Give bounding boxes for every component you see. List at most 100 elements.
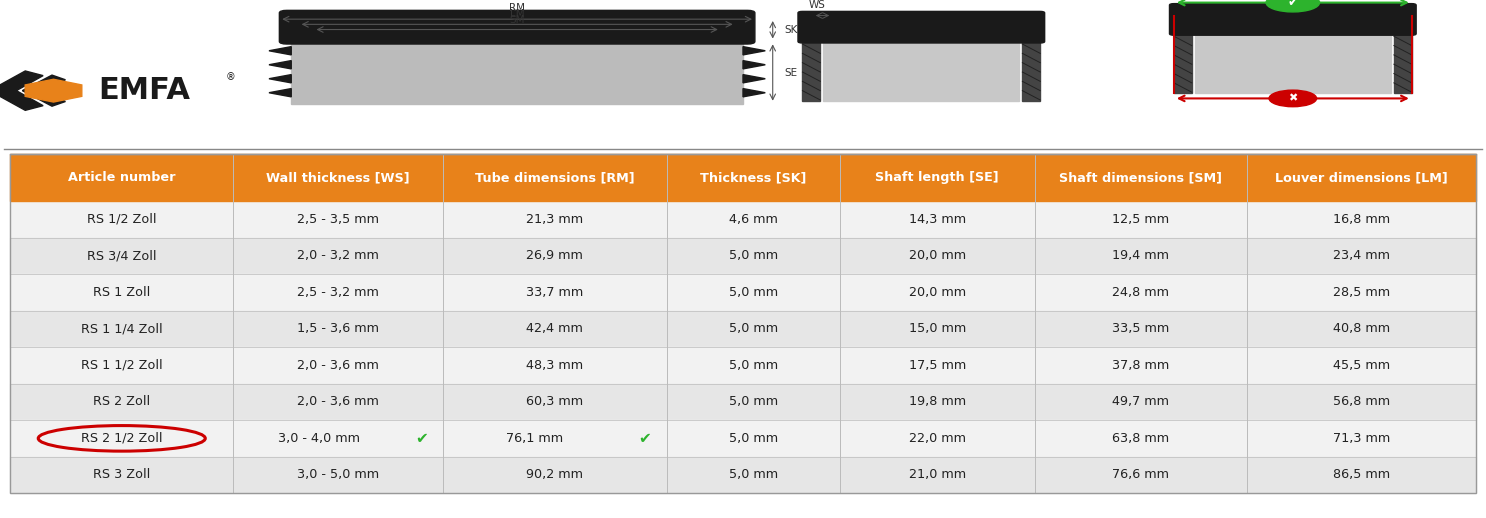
Text: 2,0 - 3,6 mm: 2,0 - 3,6 mm xyxy=(297,359,379,372)
Text: SE: SE xyxy=(785,67,798,78)
Polygon shape xyxy=(22,75,65,106)
Text: EMFA: EMFA xyxy=(98,76,190,105)
Bar xyxy=(1174,5,1192,93)
Polygon shape xyxy=(25,79,82,102)
Text: 71,3 mm: 71,3 mm xyxy=(1333,432,1389,445)
Text: RS 1/2 Zoll: RS 1/2 Zoll xyxy=(88,213,156,226)
Text: 5,0 mm: 5,0 mm xyxy=(728,249,777,262)
Bar xyxy=(10,383,1476,420)
Bar xyxy=(10,420,1476,457)
Text: Shaft length [SE]: Shaft length [SE] xyxy=(875,171,999,184)
Text: RS 3/4 Zoll: RS 3/4 Zoll xyxy=(88,249,156,262)
Text: 28,5 mm: 28,5 mm xyxy=(1333,286,1389,299)
Text: 5,0 mm: 5,0 mm xyxy=(728,395,777,408)
Text: 45,5 mm: 45,5 mm xyxy=(1333,359,1389,372)
FancyBboxPatch shape xyxy=(1169,4,1416,35)
Text: 49,7 mm: 49,7 mm xyxy=(1113,395,1169,408)
FancyBboxPatch shape xyxy=(798,11,1045,43)
Text: 5,0 mm: 5,0 mm xyxy=(728,468,777,481)
Text: 15,0 mm: 15,0 mm xyxy=(908,322,966,335)
Text: 21,0 mm: 21,0 mm xyxy=(908,468,966,481)
Text: 76,1 mm: 76,1 mm xyxy=(507,432,563,445)
Text: 2,5 - 3,2 mm: 2,5 - 3,2 mm xyxy=(297,286,379,299)
Text: 16,8 mm: 16,8 mm xyxy=(1333,213,1389,226)
Bar xyxy=(10,274,1476,311)
Polygon shape xyxy=(269,75,291,83)
Text: 63,8 mm: 63,8 mm xyxy=(1112,432,1169,445)
FancyBboxPatch shape xyxy=(279,10,755,44)
Polygon shape xyxy=(743,47,765,55)
Text: 40,8 mm: 40,8 mm xyxy=(1333,322,1389,335)
Text: 19,8 mm: 19,8 mm xyxy=(908,395,966,408)
Text: 3,0 - 5,0 mm: 3,0 - 5,0 mm xyxy=(297,468,379,481)
Text: ✔: ✔ xyxy=(415,431,428,446)
Bar xyxy=(802,13,820,101)
Text: 76,6 mm: 76,6 mm xyxy=(1113,468,1169,481)
Text: RS 1 Zoll: RS 1 Zoll xyxy=(94,286,150,299)
Bar xyxy=(10,237,1476,274)
Text: 21,3 mm: 21,3 mm xyxy=(526,213,584,226)
Text: 23,4 mm: 23,4 mm xyxy=(1333,249,1389,262)
Bar xyxy=(1195,34,1391,93)
Text: 1,5 - 3,6 mm: 1,5 - 3,6 mm xyxy=(297,322,379,335)
Polygon shape xyxy=(0,71,43,110)
Text: ✔: ✔ xyxy=(637,431,651,446)
Text: 2,5 - 3,5 mm: 2,5 - 3,5 mm xyxy=(297,213,379,226)
Text: RS 1 1/4 Zoll: RS 1 1/4 Zoll xyxy=(80,322,162,335)
Text: 33,5 mm: 33,5 mm xyxy=(1112,322,1169,335)
Text: 4,6 mm: 4,6 mm xyxy=(728,213,777,226)
Text: Tube dimensions [RM]: Tube dimensions [RM] xyxy=(476,171,635,184)
Text: ✔: ✔ xyxy=(1287,0,1299,9)
Bar xyxy=(10,457,1476,493)
Bar xyxy=(10,154,1476,201)
Polygon shape xyxy=(743,61,765,69)
Text: 60,3 mm: 60,3 mm xyxy=(526,395,584,408)
Text: ®: ® xyxy=(226,71,236,82)
Bar xyxy=(10,347,1476,383)
Text: 56,8 mm: 56,8 mm xyxy=(1333,395,1389,408)
Text: Shaft dimensions [SM]: Shaft dimensions [SM] xyxy=(1060,171,1223,184)
Polygon shape xyxy=(269,89,291,97)
Bar xyxy=(10,310,1476,347)
Text: ✖: ✖ xyxy=(1288,93,1297,104)
Text: 86,5 mm: 86,5 mm xyxy=(1333,468,1389,481)
Text: 2,0 - 3,2 mm: 2,0 - 3,2 mm xyxy=(297,249,379,262)
Text: 26,9 mm: 26,9 mm xyxy=(526,249,583,262)
Text: RS 1 1/2 Zoll: RS 1 1/2 Zoll xyxy=(80,359,162,372)
Circle shape xyxy=(1266,0,1320,12)
Text: WS: WS xyxy=(808,1,826,10)
Text: Article number: Article number xyxy=(68,171,175,184)
Polygon shape xyxy=(743,75,765,83)
Bar xyxy=(10,154,1476,493)
Text: 19,4 mm: 19,4 mm xyxy=(1113,249,1169,262)
Bar xyxy=(1022,13,1040,101)
Bar xyxy=(823,41,1019,101)
Text: 90,2 mm: 90,2 mm xyxy=(526,468,583,481)
Text: SK: SK xyxy=(785,25,798,35)
Text: 37,8 mm: 37,8 mm xyxy=(1112,359,1169,372)
Polygon shape xyxy=(269,61,291,69)
Text: 22,0 mm: 22,0 mm xyxy=(908,432,966,445)
Text: 14,3 mm: 14,3 mm xyxy=(908,213,966,226)
Text: 33,7 mm: 33,7 mm xyxy=(526,286,584,299)
Text: RS 3 Zoll: RS 3 Zoll xyxy=(94,468,150,481)
Text: 5,0 mm: 5,0 mm xyxy=(728,432,777,445)
Polygon shape xyxy=(743,89,765,97)
Text: Thickness [SK]: Thickness [SK] xyxy=(700,171,807,184)
Text: 5,0 mm: 5,0 mm xyxy=(728,359,777,372)
Text: 20,0 mm: 20,0 mm xyxy=(908,286,966,299)
Text: 5,0 mm: 5,0 mm xyxy=(728,286,777,299)
Text: 24,8 mm: 24,8 mm xyxy=(1113,286,1169,299)
Text: RS 2 1/2 Zoll: RS 2 1/2 Zoll xyxy=(82,432,162,445)
Bar xyxy=(291,41,743,104)
Text: 5,0 mm: 5,0 mm xyxy=(728,322,777,335)
Text: 48,3 mm: 48,3 mm xyxy=(526,359,584,372)
Text: RM: RM xyxy=(510,3,525,13)
Text: RS 2 Zoll: RS 2 Zoll xyxy=(94,395,150,408)
Text: 20,0 mm: 20,0 mm xyxy=(908,249,966,262)
Text: LM: LM xyxy=(510,9,525,19)
Text: 17,5 mm: 17,5 mm xyxy=(908,359,966,372)
Text: Wall thickness [WS]: Wall thickness [WS] xyxy=(266,171,410,184)
Bar xyxy=(10,201,1476,237)
Text: 12,5 mm: 12,5 mm xyxy=(1112,213,1169,226)
